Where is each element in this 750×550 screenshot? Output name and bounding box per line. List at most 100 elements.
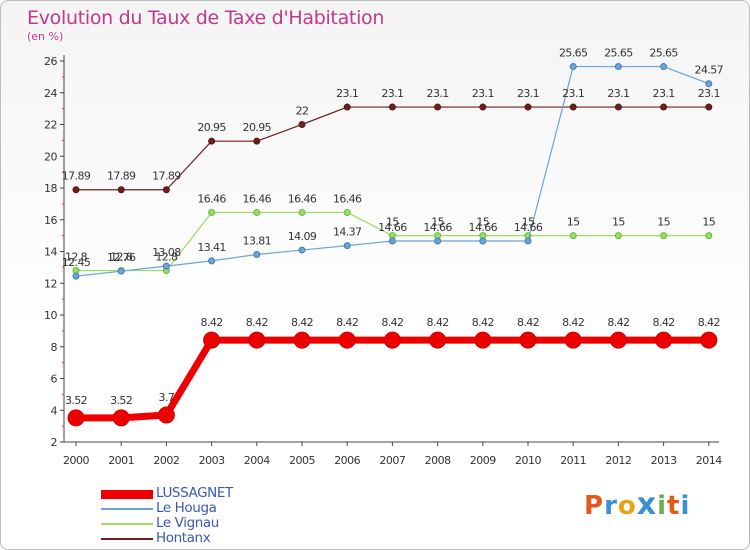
legend-label: Hontanx	[156, 530, 211, 546]
data-label: 20.95	[197, 121, 226, 134]
data-label: 14.09	[288, 230, 317, 243]
legend-label: LUSSAGNET	[156, 485, 233, 501]
data-label: 24.57	[695, 64, 724, 77]
series-point-2	[298, 208, 306, 216]
series-point-1	[388, 237, 396, 245]
x-tick-label: 2003	[199, 454, 225, 467]
series-point-0	[700, 331, 718, 349]
series-point-0	[383, 331, 401, 349]
series-point-0	[203, 331, 221, 349]
series-point-1	[434, 237, 442, 245]
series-point-3	[343, 103, 351, 111]
series-point-3	[117, 186, 125, 194]
y-tick-label: 24	[44, 87, 57, 100]
data-label: 16.46	[333, 192, 362, 205]
series-point-1	[298, 246, 306, 254]
series-point-0	[519, 331, 537, 349]
logo-letter: r	[604, 491, 618, 521]
data-label: 23.1	[698, 87, 720, 100]
series-point-2	[569, 232, 577, 240]
proxiti-logo: Proxiti	[584, 487, 690, 522]
series-point-3	[162, 186, 170, 194]
series-point-3	[208, 137, 216, 145]
series-point-0	[655, 331, 673, 349]
y-tick-label: 4	[51, 404, 58, 417]
data-label: 23.1	[517, 87, 539, 100]
data-label: 8.42	[653, 316, 675, 329]
legend-swatch	[101, 523, 153, 525]
legend: LUSSAGNET Le Houga Le Vignau Hontanx	[101, 485, 301, 546]
data-label: 23.1	[562, 87, 584, 100]
data-label: 25.65	[649, 47, 678, 60]
data-label: 23.1	[427, 87, 449, 100]
series-line-0	[76, 336, 709, 422]
legend-item: Le Vignau	[101, 515, 301, 531]
series-point-3	[298, 121, 306, 128]
data-label: 8.42	[607, 316, 629, 329]
series-point-1	[569, 63, 577, 71]
data-label: 23.1	[653, 87, 675, 100]
x-tick-label: 2013	[651, 454, 677, 467]
data-label: 8.42	[427, 316, 449, 329]
series-point-3	[253, 137, 261, 145]
data-label: 13.41	[197, 241, 226, 254]
series-point-3	[660, 103, 668, 111]
data-label: 8.42	[562, 316, 584, 329]
series-point-0	[112, 409, 130, 427]
series-point-3	[524, 103, 532, 111]
legend-swatch	[101, 538, 153, 540]
data-label: 8.42	[246, 316, 268, 329]
data-label: 13.81	[243, 235, 272, 248]
legend-label: Le Vignau	[156, 515, 219, 531]
data-label: 14.66	[378, 221, 407, 234]
series-point-1	[479, 237, 487, 245]
data-label: 16.46	[243, 192, 272, 205]
logo-letter: o	[617, 491, 637, 521]
data-label: 8.42	[291, 316, 313, 329]
x-tick-label: 2000	[63, 454, 89, 467]
y-tick-label: 12	[44, 277, 57, 290]
x-tick-label: 2002	[153, 454, 179, 467]
series-point-2	[705, 232, 713, 240]
data-label: 3.7	[159, 391, 175, 404]
y-tick-label: 26	[44, 55, 57, 68]
y-tick-label: 8	[51, 341, 58, 354]
data-label: 12.76	[107, 251, 136, 264]
logo-letter: P	[584, 491, 605, 521]
data-label: 8.42	[201, 316, 223, 329]
data-label: 25.65	[559, 47, 588, 60]
data-label: 25.65	[604, 47, 633, 60]
y-tick-label: 6	[51, 373, 58, 386]
series-point-2	[614, 232, 622, 240]
series-point-2	[253, 208, 261, 216]
data-label: 14.66	[469, 221, 498, 234]
data-label: 15	[657, 216, 670, 229]
x-tick-label: 2010	[515, 454, 541, 467]
series-point-1	[524, 237, 532, 245]
series-point-0	[609, 331, 627, 349]
data-label: 3.52	[110, 394, 132, 407]
logo-letter: x	[636, 487, 658, 522]
data-label: 23.1	[381, 87, 403, 100]
data-labels: 17.89 17.89 17.89 20.95 20.95 22 23.1 23.1 23.1 2…	[62, 47, 724, 407]
data-label: 8.42	[472, 316, 494, 329]
series-point-0	[564, 331, 582, 349]
data-label: 15	[702, 216, 715, 229]
y-tick-label: 16	[44, 214, 57, 227]
series-point-1	[705, 80, 713, 88]
logo-letter: i	[657, 491, 668, 521]
data-label: 16.46	[197, 192, 226, 205]
series-point-1	[72, 272, 80, 280]
data-label: 12.8	[155, 251, 178, 264]
series-point-1	[117, 267, 125, 275]
data-label: 12.45	[62, 256, 91, 269]
series-point-3	[479, 103, 487, 111]
data-label: 15	[431, 216, 444, 229]
series-point-1	[162, 262, 170, 270]
legend-label: Le Houga	[156, 500, 217, 516]
series-point-0	[429, 331, 447, 349]
data-label: 15	[612, 216, 625, 229]
data-label: 15	[522, 216, 535, 229]
